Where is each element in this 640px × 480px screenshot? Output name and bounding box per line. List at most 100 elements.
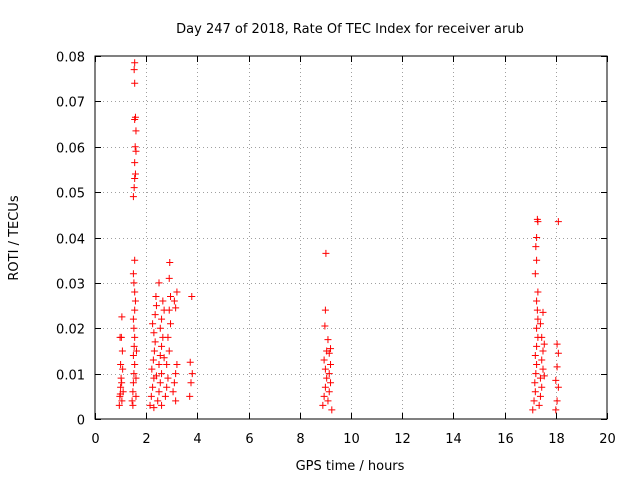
data-point xyxy=(536,392,544,400)
data-point xyxy=(552,406,560,414)
data-point xyxy=(172,304,180,312)
data-point xyxy=(188,370,196,378)
data-point xyxy=(118,313,126,321)
data-point xyxy=(165,306,173,314)
data-point xyxy=(117,333,125,341)
data-point xyxy=(146,401,154,409)
data-point xyxy=(324,336,332,344)
data-point xyxy=(116,390,124,398)
data-point xyxy=(131,306,139,314)
data-point xyxy=(151,311,159,319)
data-point xyxy=(536,374,544,382)
data-point xyxy=(131,113,139,121)
y-axis-label: ROTI / TECUs xyxy=(7,195,22,280)
data-point xyxy=(320,356,328,364)
data-point xyxy=(165,347,173,355)
x-tick-label: 20 xyxy=(599,432,616,447)
data-point xyxy=(132,392,140,400)
data-point xyxy=(531,351,539,359)
x-tick-label: 0 xyxy=(91,432,99,447)
data-point xyxy=(531,270,539,278)
data-point xyxy=(158,401,166,409)
data-point xyxy=(155,361,163,369)
data-point xyxy=(186,392,194,400)
data-point xyxy=(156,324,164,332)
data-point xyxy=(152,292,160,300)
data-point xyxy=(321,383,329,391)
data-point xyxy=(164,333,172,341)
data-point xyxy=(554,349,562,357)
chart-title: Day 247 of 2018, Rate Of TEC Index for r… xyxy=(176,22,524,37)
data-point xyxy=(158,342,166,350)
data-point xyxy=(155,279,163,287)
data-point xyxy=(129,315,137,323)
data-point xyxy=(119,365,127,373)
data-point xyxy=(117,374,125,382)
data-point xyxy=(149,383,157,391)
data-point xyxy=(131,297,139,305)
data-point xyxy=(328,406,336,414)
data-point xyxy=(131,175,139,183)
data-point xyxy=(156,379,164,387)
data-point xyxy=(188,292,196,300)
data-point xyxy=(533,306,541,314)
data-point xyxy=(170,379,178,387)
data-point xyxy=(538,383,546,391)
data-point xyxy=(151,338,159,346)
y-tick-label: 0.02 xyxy=(56,323,85,338)
data-point xyxy=(535,401,543,409)
data-point xyxy=(118,347,126,355)
x-tick-label: 16 xyxy=(497,432,514,447)
data-point xyxy=(554,383,562,391)
x-axis-label: GPS time / hours xyxy=(296,459,405,474)
data-point xyxy=(130,342,138,350)
data-point xyxy=(187,379,195,387)
data-point xyxy=(130,66,138,74)
data-point xyxy=(129,388,137,396)
data-point xyxy=(327,379,335,387)
data-point xyxy=(533,215,541,223)
data-point xyxy=(118,397,126,405)
data-point xyxy=(173,288,181,296)
data-point xyxy=(149,356,157,364)
data-point xyxy=(149,320,157,328)
data-point xyxy=(129,401,137,409)
x-tick-label: 8 xyxy=(296,432,304,447)
data-point xyxy=(533,234,541,241)
data-point xyxy=(324,397,332,405)
data-point xyxy=(321,306,329,314)
data-point xyxy=(170,297,178,305)
y-tick-label: 0.05 xyxy=(56,187,85,202)
data-point xyxy=(540,340,548,348)
data-point xyxy=(533,361,541,369)
data-point xyxy=(129,379,137,387)
x-tick-label: 2 xyxy=(142,432,150,447)
data-point xyxy=(147,392,155,400)
data-point xyxy=(169,388,177,396)
data-point xyxy=(132,347,140,355)
x-tick-label: 18 xyxy=(548,432,565,447)
y-tick-label: 0.07 xyxy=(56,96,85,111)
data-point xyxy=(166,258,174,266)
data-point xyxy=(155,388,163,396)
data-point xyxy=(538,333,546,341)
data-point xyxy=(131,361,139,369)
data-point xyxy=(167,292,175,300)
data-point xyxy=(539,365,547,373)
data-point xyxy=(533,342,541,350)
data-point xyxy=(531,379,539,387)
data-point xyxy=(325,388,333,396)
data-point xyxy=(160,354,168,362)
data-point xyxy=(150,347,158,355)
data-point xyxy=(129,193,137,201)
y-tick-label: 0.06 xyxy=(56,142,85,157)
data-point xyxy=(532,370,540,378)
data-point xyxy=(172,370,180,378)
data-point xyxy=(327,345,335,353)
data-point xyxy=(158,315,166,323)
data-point xyxy=(319,401,327,409)
data-point xyxy=(131,59,139,67)
data-point xyxy=(320,392,328,400)
data-point xyxy=(536,320,544,328)
